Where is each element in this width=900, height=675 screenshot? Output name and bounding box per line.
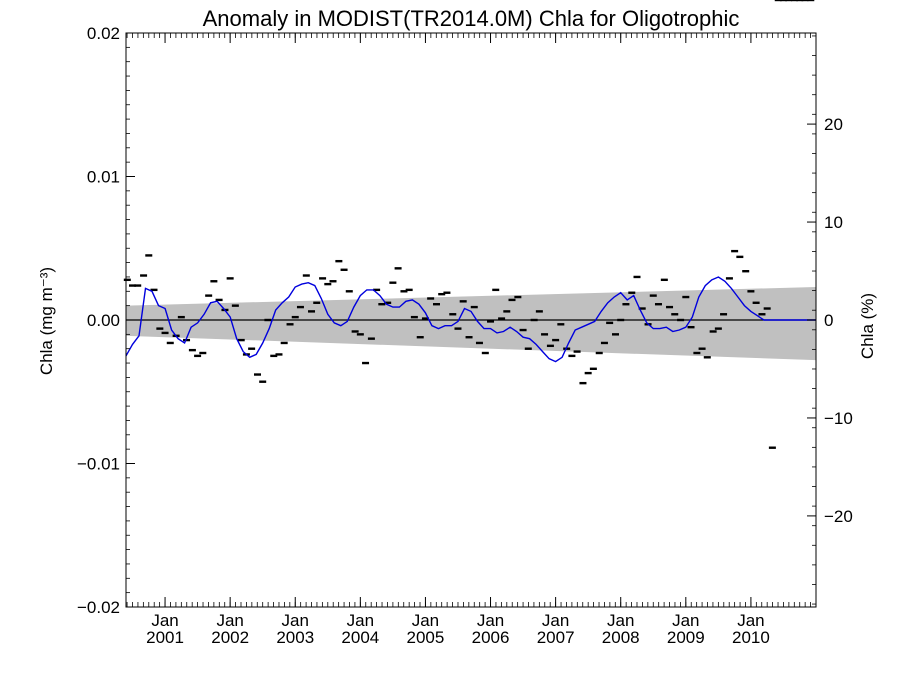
y-axis-label: Chla (mg m⁻³) (37, 267, 56, 375)
x-tick-year-label: 2002 (211, 628, 249, 647)
y-right-tick-labels: 20 10 0 −10 −20 (824, 115, 853, 526)
x-tick-year-label: 2005 (407, 628, 445, 647)
x-tick-month-label: Jan (282, 611, 309, 630)
y-tick-label: 0.00 (87, 311, 120, 330)
x-tick-year-label: 2009 (667, 628, 705, 647)
y-right-tick-label: 0 (824, 311, 833, 330)
smoothed-series-line (125, 276, 816, 363)
x-tick-year-label: 2001 (146, 628, 184, 647)
x-tick-year-label: 2006 (472, 628, 510, 647)
y-axis-right-label: Chla (%) (858, 293, 877, 359)
x-tick-month-label: Jan (607, 611, 634, 630)
y-right-tick-label: −10 (824, 409, 853, 428)
chart-title: Anomaly in MODIST(TR2014.0M) Chla for Ol… (203, 6, 740, 31)
x-tick-month-label: Jan (477, 611, 504, 630)
x-tick-month-label: Jan (151, 611, 178, 630)
x-tick-month-label: Jan (216, 611, 243, 630)
trend-band-layer (126, 286, 816, 361)
x-tick-labels: Jan2001Jan2002Jan2003Jan2004Jan2005Jan20… (146, 611, 770, 647)
axes-layer (125, 32, 817, 608)
x-tick-month-label: Jan (737, 611, 764, 630)
y-tick-label: −0.01 (77, 455, 120, 474)
x-tick-year-label: 2003 (276, 628, 314, 647)
y-tick-label: 0.01 (87, 168, 120, 187)
trend-band (126, 286, 816, 361)
anomaly-points-layer (123, 0, 815, 449)
x-tick-month-label: Jan (672, 611, 699, 630)
smoothed-line-layer (125, 276, 816, 363)
y-right-tick-label: −20 (824, 507, 853, 526)
x-tick-year-label: 2008 (602, 628, 640, 647)
x-tick-month-label: Jan (542, 611, 569, 630)
y-right-tick-label: 20 (824, 115, 843, 134)
x-tick-month-label: Jan (412, 611, 439, 630)
y-tick-labels: 0.02 0.01 0.00 −0.01 −0.02 (77, 24, 120, 617)
x-tick-year-label: 2004 (341, 628, 379, 647)
x-tick-year-label: 2010 (732, 628, 770, 647)
y-tick-label: −0.02 (77, 598, 120, 617)
x-tick-month-label: Jan (347, 611, 374, 630)
x-tick-year-label: 2007 (537, 628, 575, 647)
y-right-tick-label: 10 (824, 213, 843, 232)
y-tick-label: 0.02 (87, 24, 120, 43)
